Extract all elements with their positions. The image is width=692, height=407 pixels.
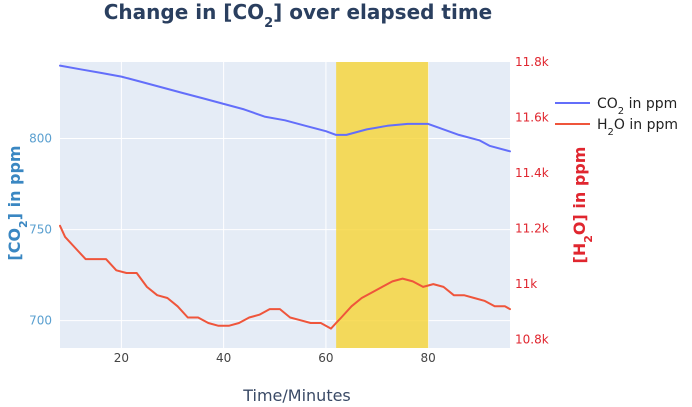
- y-right-tick-label: 11.4k: [515, 166, 549, 180]
- chart-title: Change in [CO2] over elapsed time: [104, 0, 493, 31]
- legend: CO2 in ppm H2O in ppm: [555, 96, 678, 138]
- series-layer: [59, 64, 511, 330]
- y-left-tick-label: 700: [29, 314, 52, 328]
- y-right-tick-label: 11.6k: [515, 111, 549, 125]
- y-left-axis-title: [CO2] in ppm: [5, 145, 30, 260]
- ticks-layer: 20 40 60 80 700 750 800 10.8k 11k 11.2k 11.4k 11.6k…: [29, 55, 549, 365]
- x-tick-label: 40: [216, 351, 231, 365]
- legend-item-h2o[interactable]: H2O in ppm: [555, 117, 678, 138]
- y-left-tick-label: 750: [29, 223, 52, 237]
- legend-item-co2[interactable]: CO2 in ppm: [555, 96, 677, 117]
- x-tick-label: 80: [421, 351, 436, 365]
- x-axis-title: Time/Minutes: [242, 386, 351, 405]
- y-right-tick-label: 11.8k: [515, 55, 549, 69]
- legend-label-h2o: H2O in ppm: [597, 117, 678, 138]
- highlight-layer: [336, 62, 429, 348]
- x-tick-label: 20: [114, 351, 129, 365]
- y-left-tick-label: 800: [29, 132, 52, 146]
- highlight-band: [336, 62, 429, 348]
- x-tick-label: 60: [318, 351, 333, 365]
- legend-label-co2: CO2 in ppm: [597, 96, 677, 117]
- y-right-axis-title: [H2O] in ppm: [570, 147, 595, 264]
- y-right-tick-label: 10.8k: [515, 333, 549, 347]
- y-right-tick-label: 11k: [515, 277, 537, 291]
- plot-area: [60, 62, 510, 348]
- series-line-co2[interactable]: [59, 64, 511, 153]
- series-line-h2o[interactable]: [59, 224, 511, 330]
- y-right-tick-label: 11.2k: [515, 222, 549, 236]
